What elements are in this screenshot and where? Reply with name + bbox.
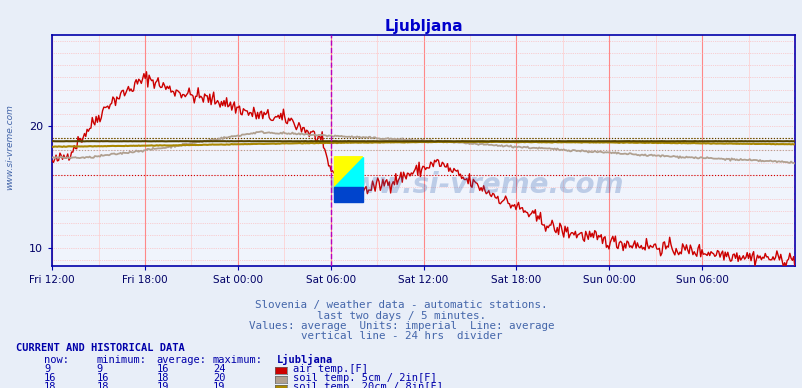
Bar: [334, 187, 363, 202]
Text: 16: 16: [156, 364, 169, 374]
Text: 18: 18: [44, 382, 57, 388]
Text: 20: 20: [213, 373, 225, 383]
Polygon shape: [334, 157, 363, 187]
Text: 16: 16: [44, 373, 57, 383]
Text: vertical line - 24 hrs  divider: vertical line - 24 hrs divider: [301, 331, 501, 341]
Text: 19: 19: [156, 382, 169, 388]
Text: 24: 24: [213, 364, 225, 374]
Text: www.si-vreme.com: www.si-vreme.com: [327, 171, 623, 199]
Text: minimum:: minimum:: [96, 355, 146, 365]
Text: 16: 16: [96, 373, 109, 383]
Text: Values: average  Units: imperial  Line: average: Values: average Units: imperial Line: av…: [249, 321, 553, 331]
Text: soil temp. 20cm / 8in[F]: soil temp. 20cm / 8in[F]: [293, 382, 443, 388]
Polygon shape: [334, 157, 363, 187]
Text: Slovenia / weather data - automatic stations.: Slovenia / weather data - automatic stat…: [255, 300, 547, 310]
Text: Ljubljana: Ljubljana: [277, 354, 333, 365]
Text: 18: 18: [156, 373, 169, 383]
Text: soil temp. 5cm / 2in[F]: soil temp. 5cm / 2in[F]: [293, 373, 436, 383]
Text: air temp.[F]: air temp.[F]: [293, 364, 367, 374]
Title: Ljubljana: Ljubljana: [384, 19, 462, 34]
Text: average:: average:: [156, 355, 206, 365]
Text: www.si-vreme.com: www.si-vreme.com: [5, 104, 14, 191]
Text: 9: 9: [44, 364, 51, 374]
Text: last two days / 5 minutes.: last two days / 5 minutes.: [317, 311, 485, 321]
Text: now:: now:: [44, 355, 69, 365]
Text: maximum:: maximum:: [213, 355, 262, 365]
Text: 19: 19: [213, 382, 225, 388]
Text: 9: 9: [96, 364, 103, 374]
Text: CURRENT AND HISTORICAL DATA: CURRENT AND HISTORICAL DATA: [16, 343, 184, 353]
Text: 18: 18: [96, 382, 109, 388]
